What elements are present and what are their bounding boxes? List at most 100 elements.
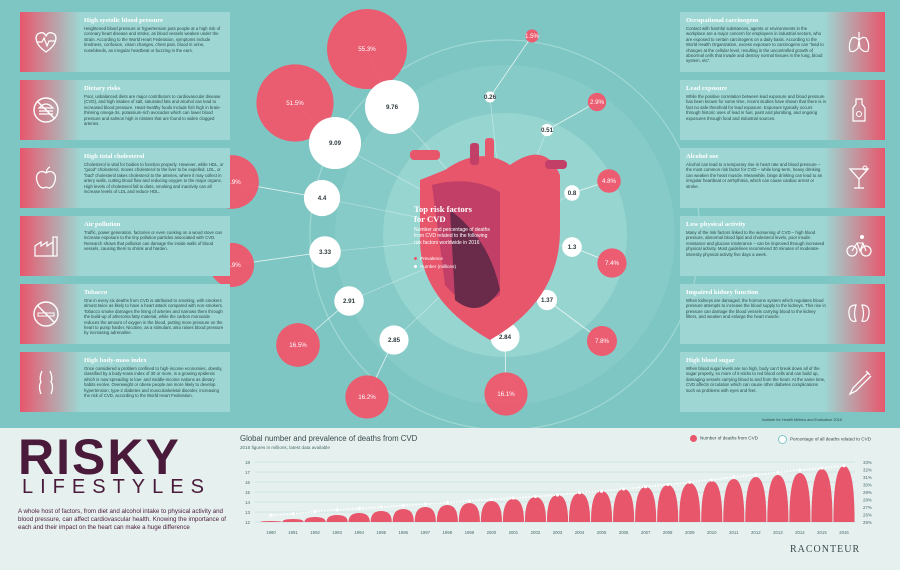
percentage-point: [622, 487, 626, 491]
bottle-icon: [852, 98, 866, 122]
x-tick-label: 1993: [332, 530, 342, 535]
prevalence-circle: [327, 9, 407, 89]
headline: RISKY: [18, 429, 181, 485]
prevalence-label: 1.5%: [525, 33, 540, 40]
number-label: 9.76: [386, 104, 399, 111]
panel-title: High systolic blood pressure: [84, 17, 164, 24]
y-tick-label: 13: [245, 510, 250, 515]
percentage-point: [776, 470, 780, 475]
subheadline: LIFESTYLES: [22, 476, 211, 498]
percentage-point: [732, 475, 736, 479]
body-icon: [38, 370, 54, 395]
prevalence-circle: [256, 64, 334, 142]
x-tick-label: 1998: [443, 530, 453, 535]
prevalence-bubble: 16.1%: [484, 372, 528, 416]
percentage-point: [445, 500, 449, 505]
x-tick-label: 2000: [487, 530, 497, 535]
percentage-segment: [689, 479, 712, 484]
percentage-segment: [513, 495, 536, 499]
kidneys-icon: [848, 304, 870, 322]
source-note: Institute for Health Metrics and Evaluat…: [762, 418, 842, 422]
death-bar: [392, 509, 414, 522]
death-bar: [480, 501, 502, 522]
number-label: 4.4: [318, 195, 327, 202]
icon-background: [20, 284, 80, 344]
number-label: 9.09: [329, 140, 342, 147]
percentage-point: [666, 482, 670, 487]
percentage-segment: [755, 471, 778, 476]
percentage-segment: [579, 490, 602, 494]
prevalence-circle: [345, 375, 389, 419]
percentage-point: [423, 502, 427, 506]
percentage-point: [555, 493, 560, 497]
y2-tick-label: 26%: [863, 512, 872, 517]
number-circle: [540, 123, 554, 137]
heart-shape: [410, 138, 567, 340]
percentage-point: [842, 464, 846, 468]
prevalence-bubble: 16.2%: [345, 375, 389, 419]
x-tick-label: 2008: [663, 530, 673, 535]
percentage-point: [269, 513, 273, 517]
y2-tick-label: 33%: [863, 460, 872, 465]
number-circle: [379, 325, 409, 355]
icon-background: [20, 12, 80, 72]
y2-tick-label: 25%: [863, 520, 872, 525]
panel-text: Alcohol can lead to a temporary rise in …: [686, 162, 823, 189]
x-tick-label: 2004: [575, 530, 585, 535]
prevalence-label: 55.3%: [358, 46, 376, 53]
death-bar: [745, 477, 767, 522]
no-burger-icon: [33, 97, 59, 123]
number-bubble: 0.51: [540, 123, 554, 137]
prevalence-label: 51.5%: [286, 100, 304, 107]
raconteur-logo: RACONTEUR: [790, 544, 861, 555]
percentage-point: [335, 508, 339, 512]
prevalence-label: 7.4%: [605, 260, 620, 267]
panel-title: Air pollution: [84, 221, 121, 228]
apple-icon: [35, 166, 57, 189]
percentage-point: [313, 509, 317, 514]
percentage-segment: [535, 494, 558, 498]
death-bar: [635, 487, 657, 522]
percentage-point: [357, 506, 361, 511]
legend-percentage: Percentage of all deaths related to CVD: [778, 435, 871, 444]
right-panel-occupational-carcinogens: Occupational carcinogens Contact with har…: [680, 12, 885, 72]
number-bubble: 4.4: [303, 179, 341, 217]
percentage-segment: [403, 503, 426, 507]
y-tick-label: 16: [245, 480, 250, 485]
percentage-segment: [557, 491, 580, 496]
prevalence-bubble: 7.8%: [586, 325, 618, 357]
percentage-point: [599, 489, 604, 493]
percentage-point: [379, 505, 383, 509]
percentage-point: [489, 497, 493, 502]
center-subtitle: Number and percentage of deaths from CVD…: [414, 227, 490, 246]
death-bar: [260, 521, 282, 522]
number-label: 0.26: [484, 94, 497, 101]
number-bubble: 2.85: [379, 325, 409, 355]
no-smoking-icon: [33, 301, 59, 327]
y-tick-label: 17: [245, 470, 250, 475]
percentage-segment: [381, 504, 404, 508]
prevalence-bubble: 51.5%: [256, 64, 334, 142]
panel-text: Poor, unbalanced diets are major contrib…: [84, 94, 221, 127]
percentage-point: [820, 466, 824, 470]
percentage-point: [754, 473, 758, 477]
percentage-point: [688, 480, 692, 484]
percentage-segment: [711, 476, 734, 481]
left-panel-high-body-mass-index: High body-mass index Once considered a pr…: [20, 352, 230, 412]
panel-title: Tobacco: [84, 289, 108, 296]
percentage-point: [511, 496, 516, 500]
x-tick-label: 2014: [795, 530, 805, 535]
percentage-segment: [799, 467, 823, 472]
panel-text: One in every six deaths from CVD is attr…: [84, 298, 224, 336]
percentage-segment: [292, 510, 316, 515]
x-tick-label: 2011: [729, 530, 739, 535]
number-circle: [334, 286, 364, 316]
death-bar: [613, 489, 635, 522]
percentage-segment: [469, 498, 492, 502]
number-label: 2.91: [343, 298, 356, 305]
right-panel-impaired-kidney-function: Impaired kidney function When kidneys are…: [680, 284, 885, 344]
left-panel-air-pollution: Air pollution Traffic, power generation, …: [20, 216, 230, 276]
panel-title: Occupational carcinogens: [686, 17, 759, 24]
x-tick-label: 2012: [751, 530, 761, 535]
prevalence-circle: [484, 372, 528, 416]
